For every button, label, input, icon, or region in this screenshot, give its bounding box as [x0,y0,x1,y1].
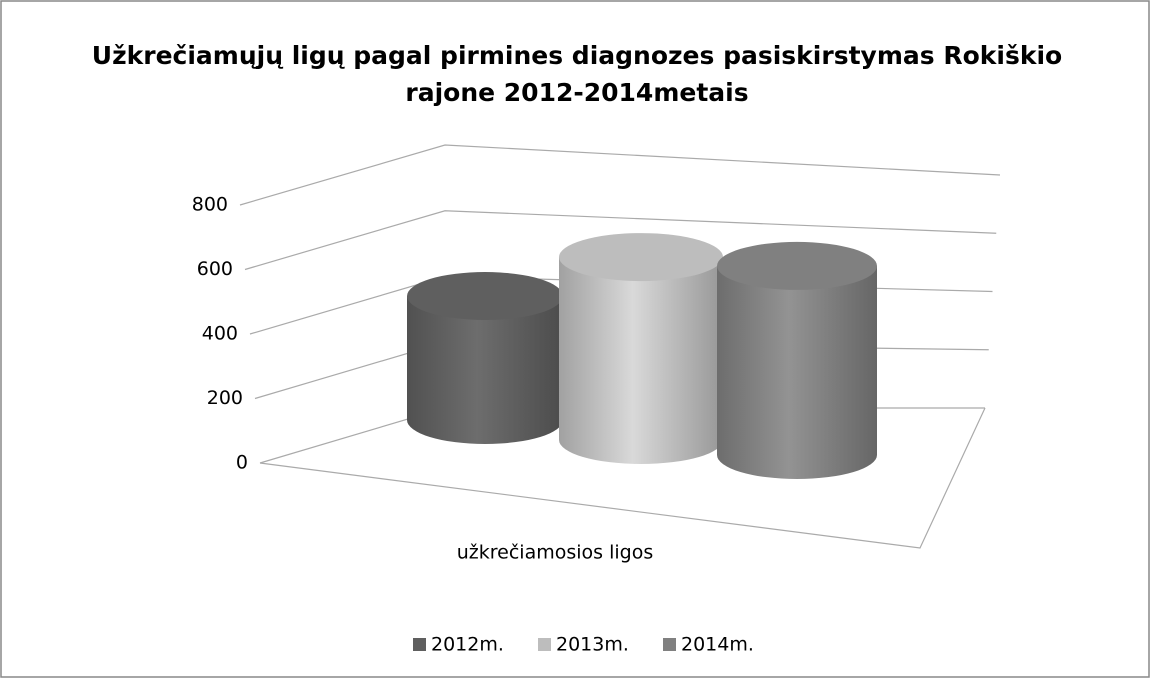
floor [259,407,986,549]
cylinder-top [559,233,723,282]
cylinder-body [717,265,877,479]
legend-swatch [663,638,676,651]
legend-swatch [413,638,426,651]
grid-line [244,210,997,271]
legend-label: 2014m. [681,634,754,656]
y-tick-label: 800 [192,194,228,216]
legend-label: 2012m. [431,634,504,656]
y-tick-label: 200 [207,387,243,409]
legend-label: 2013m. [556,634,629,656]
legend-swatch [538,638,551,651]
x-tick-label: užkrečiamosios ligos [457,542,654,564]
cylinder-body [559,257,723,464]
y-tick-label: 0 [236,452,248,474]
cylinder-body [407,296,563,444]
cylinder-top [407,272,563,320]
chart-title: Užkrečiamųjų ligų pagal pirmines diagnoz… [92,41,1062,107]
y-tick-label: 600 [197,258,233,280]
y-tick-label: 400 [202,323,238,345]
cylinder-top [717,241,877,290]
grid-line [239,144,1001,206]
